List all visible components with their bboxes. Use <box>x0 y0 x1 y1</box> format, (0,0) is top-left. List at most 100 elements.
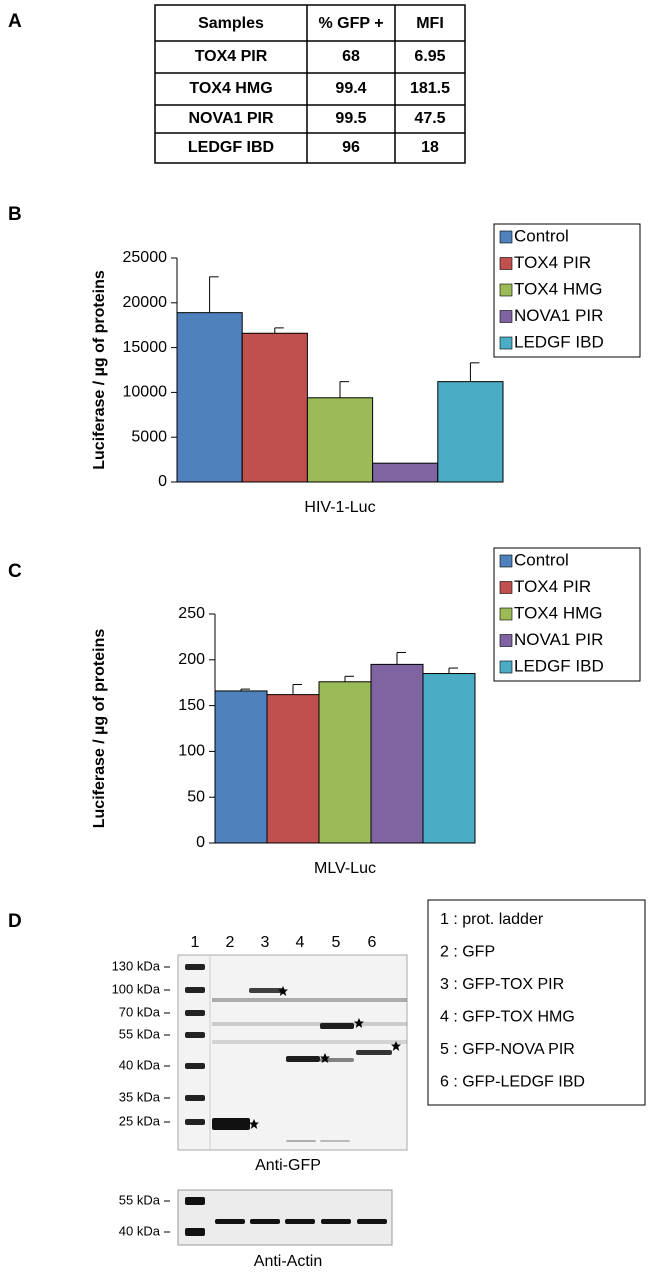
y-tick-label: 50 <box>187 788 205 805</box>
table-cell: 18 <box>421 139 439 156</box>
protein-band <box>320 1058 354 1062</box>
legend-label: TOX4 PIR <box>514 577 591 596</box>
marker-label: 100 kDa <box>112 981 161 996</box>
ladder-band <box>185 964 205 970</box>
blot-legend-item: 2 : GFP <box>440 944 495 961</box>
blot-legend-item: 1 : prot. ladder <box>440 911 544 928</box>
ladder-band <box>185 1197 205 1205</box>
bar <box>370 663 424 844</box>
y-tick-label: 250 <box>178 605 205 622</box>
error-bar <box>274 327 284 334</box>
table-border <box>154 4 466 164</box>
ladder-band <box>185 987 205 993</box>
marker-label: 55 kDa <box>119 1192 161 1207</box>
star <box>278 986 288 996</box>
marker-label: 35 kDa <box>119 1089 161 1104</box>
lane-number: 3 <box>261 934 270 951</box>
marker-label: 40 kDa <box>119 1223 161 1238</box>
legend-label: Control <box>514 550 569 569</box>
blot-legend-item: 3 : GFP-TOX PIR <box>440 976 564 993</box>
panel-label: B <box>8 204 22 225</box>
marker-label: 130 kDa <box>112 958 161 973</box>
panel-label: A <box>8 11 22 32</box>
legend-swatch <box>499 336 513 350</box>
protein-band <box>249 988 283 993</box>
blot-legend-item: 6 : GFP-LEDGF IBD <box>440 1074 585 1091</box>
error-bar <box>469 362 480 382</box>
table-header: MFI <box>416 15 444 32</box>
actin-band <box>357 1219 387 1224</box>
bar <box>372 462 439 483</box>
y-tick-label: 20000 <box>123 294 168 311</box>
table-cell: 99.5 <box>335 110 366 127</box>
error-bar <box>396 651 406 665</box>
y-axis-label: Luciferase / µg of proteins <box>91 270 108 470</box>
legend-swatch <box>499 581 513 594</box>
lane-number: 2 <box>226 934 235 951</box>
y-axis-label: Luciferase / µg of proteins <box>91 629 108 829</box>
ladder-band <box>185 1032 205 1038</box>
panel-label: D <box>8 911 22 932</box>
legend-swatch <box>499 554 513 568</box>
bar <box>241 332 308 483</box>
bar <box>306 397 374 483</box>
blot-legend-item: 5 : GFP-NOVA PIR <box>440 1041 575 1058</box>
legend-label: LEDGF IBD <box>514 332 604 351</box>
legend-swatch <box>499 283 513 297</box>
star <box>320 1053 330 1063</box>
y-tick-label: 25000 <box>123 249 168 266</box>
table-cell: TOX4 PIR <box>195 48 268 65</box>
legend-label: Control <box>514 226 569 245</box>
table-cell: 47.5 <box>414 110 445 127</box>
table-cell: 181.5 <box>410 80 450 97</box>
protein-band <box>212 1118 250 1130</box>
y-tick-label: 15000 <box>123 339 168 356</box>
protein-band <box>286 1056 320 1062</box>
error-bar <box>448 667 458 674</box>
table-cell: 99.4 <box>335 80 366 97</box>
ladder-band <box>185 1063 205 1069</box>
marker-label: 70 kDa <box>119 1004 161 1019</box>
bar <box>214 690 268 844</box>
legend-label: TOX4 PIR <box>514 253 591 272</box>
legend-swatch <box>499 310 513 323</box>
table-cell: 6.95 <box>414 48 445 65</box>
marker-label: 40 kDa <box>119 1057 161 1072</box>
table-header: Samples <box>198 15 264 32</box>
y-tick-label: 150 <box>178 697 205 714</box>
bar <box>437 381 504 483</box>
error-bar <box>240 688 250 691</box>
legend-swatch <box>499 230 513 244</box>
legend-swatch <box>499 257 513 270</box>
blot-caption: Anti-Actin <box>254 1253 322 1270</box>
bar <box>318 681 372 844</box>
legend-label: LEDGF IBD <box>514 656 604 675</box>
actin-band <box>250 1219 280 1224</box>
table-cell: LEDGF IBD <box>188 139 274 156</box>
y-tick-label: 0 <box>158 473 167 490</box>
x-axis-label: HIV-1-Luc <box>304 499 375 516</box>
legend-label: TOX4 HMG <box>514 603 602 622</box>
star <box>391 1041 401 1051</box>
table-header: % GFP + <box>318 15 383 32</box>
marker-label: 25 kDa <box>119 1113 161 1128</box>
lane-number: 4 <box>296 934 305 951</box>
actin-band <box>285 1219 315 1224</box>
table-cell: 68 <box>342 48 360 65</box>
y-tick-label: 5000 <box>131 428 167 445</box>
star <box>354 1018 364 1028</box>
faint-band <box>212 1022 407 1026</box>
legend-box <box>493 223 641 358</box>
error-bar <box>292 684 302 695</box>
bar <box>422 673 476 844</box>
faint-band <box>212 1040 407 1044</box>
ladder-band <box>185 1119 205 1125</box>
lane-number: 6 <box>368 934 377 951</box>
x-axis-label: MLV-Luc <box>314 860 376 877</box>
y-tick-label: 10000 <box>123 384 168 401</box>
y-tick-label: 0 <box>196 834 205 851</box>
blot-legend-item: 4 : GFP-TOX HMG <box>440 1009 575 1026</box>
table-cell: TOX4 HMG <box>189 80 272 97</box>
protein-band <box>356 1050 392 1055</box>
